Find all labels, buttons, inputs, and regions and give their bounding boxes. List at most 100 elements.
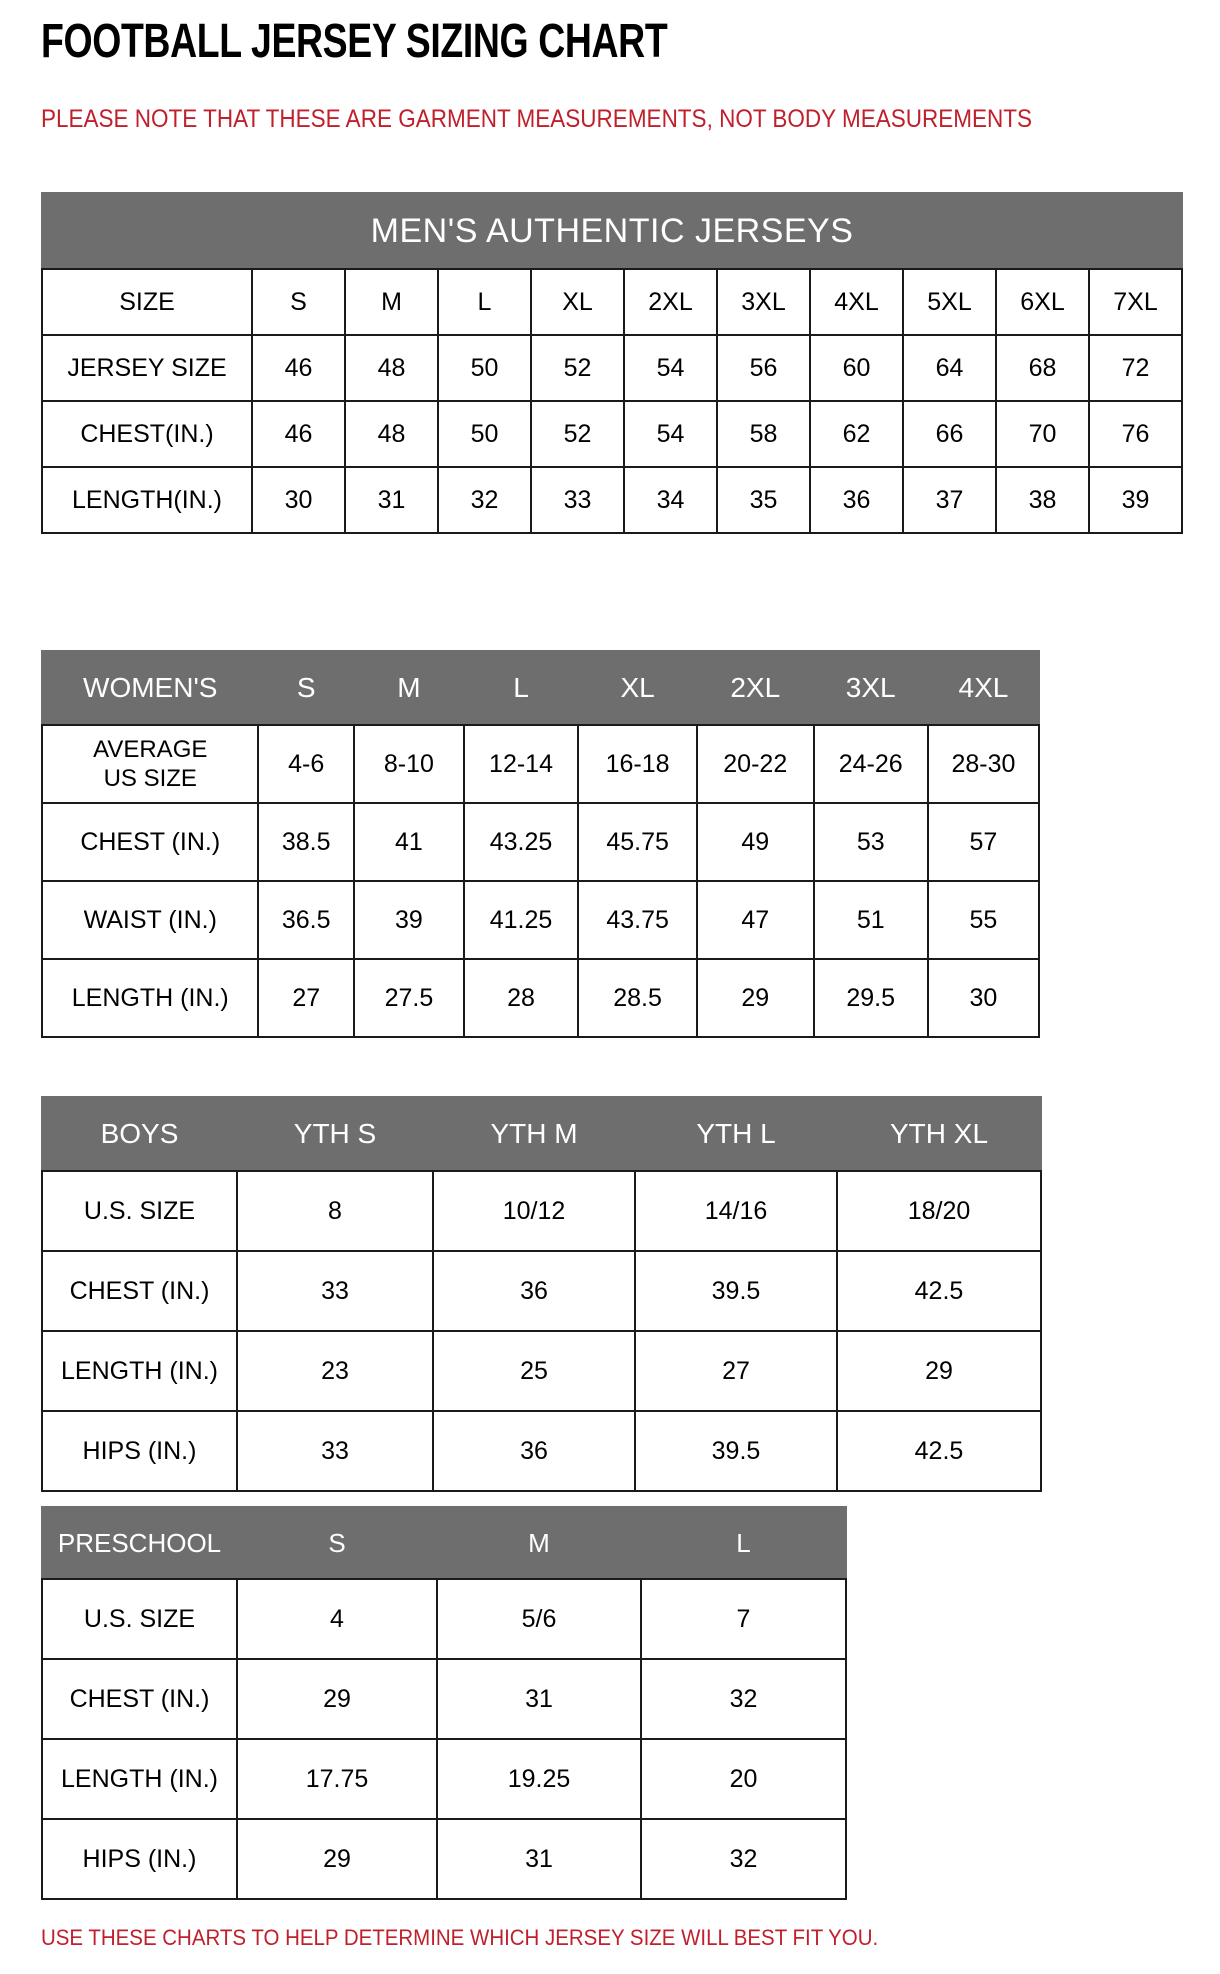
row-label: LENGTH (IN.) [41, 1330, 238, 1412]
measurement-disclaimer: PLEASE NOTE THAT THESE ARE GARMENT MEASU… [41, 105, 1033, 133]
table-cell: 33 [236, 1410, 434, 1492]
table-cell: 31 [344, 466, 439, 534]
column-header: S [257, 650, 355, 726]
table-cell: 36 [432, 1250, 636, 1332]
table-cell: 20 [640, 1738, 847, 1820]
table-cell: 27 [257, 958, 355, 1038]
table-cell: 29.5 [812, 958, 929, 1038]
column-header: 6XL [995, 268, 1090, 336]
table-row: CHEST(IN.) 46 48 50 52 54 58 62 66 70 76 [41, 400, 1184, 468]
column-header: L [640, 1506, 847, 1580]
table-cell: 4 [236, 1578, 438, 1660]
page-title: FOOTBALL JERSEY SIZING CHART [41, 15, 668, 68]
table-cell: 32 [437, 466, 532, 534]
table-cell: 33 [236, 1250, 434, 1332]
column-header: S [236, 1506, 438, 1580]
table-cell: 20-22 [695, 724, 815, 804]
preschool-corner-label: PRESCHOOL [41, 1506, 238, 1580]
table-cell: 33 [530, 466, 625, 534]
table-cell: 76 [1087, 400, 1184, 468]
table-cell: 27 [634, 1330, 838, 1412]
table-cell: 39 [352, 880, 465, 960]
table-cell: 41.25 [462, 880, 580, 960]
row-label: CHEST (IN.) [40, 802, 260, 882]
column-header: XL [577, 650, 698, 726]
table-cell: 64 [902, 334, 997, 402]
table-cell: 52 [530, 334, 625, 402]
table-cell: 51 [812, 880, 929, 960]
table-cell: 28.5 [577, 958, 698, 1038]
column-header: 5XL [902, 268, 997, 336]
table-cell: 31 [436, 1658, 642, 1740]
column-header: 3XL [812, 650, 929, 726]
table-cell: 56 [716, 334, 811, 402]
table-cell: 42.5 [836, 1410, 1042, 1492]
row-label: JERSEY SIZE [41, 334, 253, 402]
table-cell: 31 [436, 1818, 642, 1900]
table-row: U.S. SIZE 4 5/6 7 [41, 1578, 847, 1660]
table-row: LENGTH (IN.) 23 25 27 29 [41, 1330, 1042, 1412]
table-cell: 46 [251, 400, 346, 468]
row-label: U.S. SIZE [41, 1578, 238, 1660]
table-cell: 12-14 [462, 724, 580, 804]
table-cell: 49 [695, 802, 815, 882]
table-cell: 30 [926, 958, 1041, 1038]
table-cell: 47 [695, 880, 815, 960]
row-label: WAIST (IN.) [40, 880, 260, 960]
table-cell: 7 [640, 1578, 847, 1660]
row-label: LENGTH(IN.) [41, 466, 253, 534]
table-header-row: WOMEN'S S M L XL 2XL 3XL 4XL [40, 650, 1041, 726]
column-header: YTH S [236, 1096, 434, 1172]
table-cell: 39.5 [634, 1410, 838, 1492]
table-cell: 72 [1087, 334, 1184, 402]
table-cell: 4-6 [257, 724, 355, 804]
column-header: L [462, 650, 580, 726]
row-label: HIPS (IN.) [41, 1818, 238, 1900]
boys-jerseys-table: BOYS YTH S YTH M YTH L YTH XL U.S. SIZE … [41, 1096, 1042, 1492]
row-label-line2: US SIZE [103, 765, 197, 792]
table-row: LENGTH (IN.) 27 27.5 28 28.5 29 29.5 30 [40, 958, 1041, 1038]
column-header: 3XL [716, 268, 811, 336]
table-cell: 36 [809, 466, 904, 534]
table-cell: 45.75 [577, 802, 698, 882]
column-header: YTH L [634, 1096, 838, 1172]
table-cell: 38 [995, 466, 1090, 534]
table-cell: 62 [809, 400, 904, 468]
table-row: WAIST (IN.) 36.5 39 41.25 43.75 47 51 55 [40, 880, 1041, 960]
column-header: 2XL [623, 268, 718, 336]
table-row: U.S. SIZE 8 10/12 14/16 18/20 [41, 1170, 1042, 1252]
column-header: 7XL [1087, 268, 1184, 336]
column-header: XL [530, 268, 625, 336]
column-header: M [436, 1506, 642, 1580]
column-header: S [251, 268, 346, 336]
column-header: 4XL [809, 268, 904, 336]
table-cell: 43.75 [577, 880, 698, 960]
table-cell: 17.75 [236, 1738, 438, 1820]
table-header-row: PRESCHOOL S M L [41, 1506, 847, 1580]
preschool-jerseys-table: PRESCHOOL S M L U.S. SIZE 4 5/6 7 CHEST … [41, 1506, 847, 1900]
table-cell: 37 [902, 466, 997, 534]
table-row: CHEST (IN.) 33 36 39.5 42.5 [41, 1250, 1042, 1332]
row-label: CHEST(IN.) [41, 400, 253, 468]
table-cell: 52 [530, 400, 625, 468]
table-cell: 30 [251, 466, 346, 534]
row-label: AVERAGE US SIZE [40, 724, 260, 804]
table-cell: 60 [809, 334, 904, 402]
table-header-row: SIZE S M L XL 2XL 3XL 4XL 5XL 6XL 7XL [41, 268, 1184, 336]
table-header-row: BOYS YTH S YTH M YTH L YTH XL [41, 1096, 1042, 1172]
mens-corner-label: SIZE [41, 268, 253, 336]
table-cell: 29 [236, 1818, 438, 1900]
table-cell: 36 [432, 1410, 636, 1492]
row-label: HIPS (IN.) [41, 1410, 238, 1492]
table-cell: 39 [1087, 466, 1184, 534]
table-cell: 68 [995, 334, 1090, 402]
boys-corner-label: BOYS [41, 1096, 238, 1172]
table-cell: 48 [344, 400, 439, 468]
table-cell: 24-26 [812, 724, 929, 804]
row-label: U.S. SIZE [41, 1170, 238, 1252]
table-cell: 29 [695, 958, 815, 1038]
table-cell: 34 [623, 466, 718, 534]
table-cell: 27.5 [352, 958, 465, 1038]
footer-note: USE THESE CHARTS TO HELP DETERMINE WHICH… [41, 1925, 879, 1950]
